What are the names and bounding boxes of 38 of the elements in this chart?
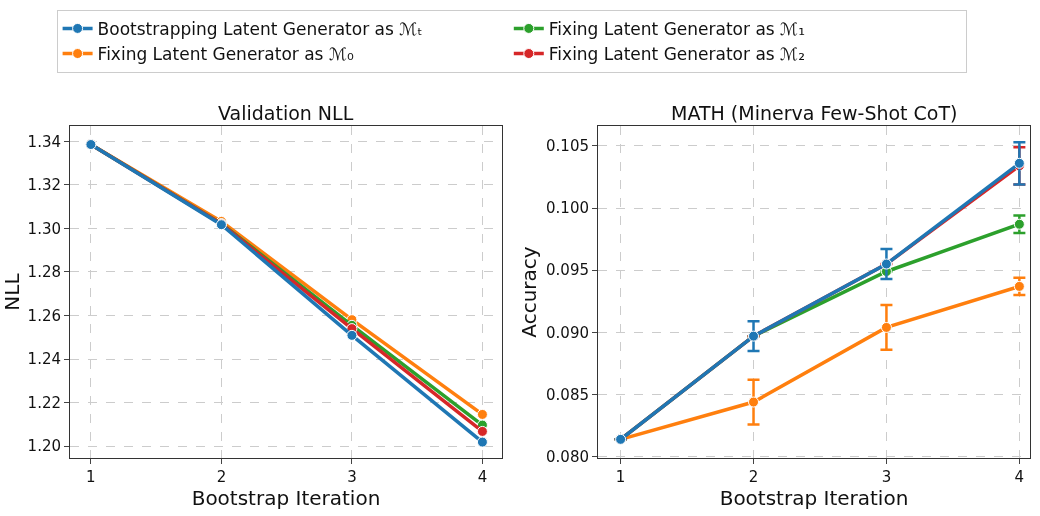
y-tick-label: 1.34: [27, 132, 61, 151]
point: [748, 396, 760, 408]
x-tick-label: 1: [615, 468, 626, 486]
y-tick-label: 1.26: [27, 306, 61, 325]
y-tick-label: 1.24: [27, 350, 61, 369]
point: [346, 329, 358, 341]
legend-label: Fixing Latent Generator as ℳ₀: [97, 44, 355, 65]
y-tick-label: 0.100: [546, 199, 589, 218]
x-tick-label: 2: [216, 468, 227, 486]
x-tick-label: 3: [881, 468, 892, 486]
y-tick-label: 1.22: [27, 393, 61, 412]
point: [476, 436, 488, 448]
y-tick-label: 0.090: [546, 323, 589, 342]
y-axis-title: Accuracy: [516, 246, 541, 338]
x-tick-label: 3: [347, 468, 357, 486]
x-tick-label: 4: [1014, 468, 1025, 486]
legend-label: Fixing Latent Generator as ℳ₁: [548, 19, 806, 40]
y-tick-label: 0.085: [546, 385, 589, 404]
point: [476, 408, 488, 420]
y-tick-label: 1.20: [27, 437, 61, 456]
y-tick-label: 0.095: [546, 261, 589, 280]
legend-label: Bootstrapping Latent Generator as ℳₜ: [97, 19, 423, 40]
legend-label: Fixing Latent Generator as ℳ₂: [548, 44, 806, 65]
y-tick-label: 0.105: [546, 137, 589, 156]
x-tick-label: 4: [477, 468, 488, 486]
point: [476, 425, 488, 437]
chart-title: MATH (Minerva Few-Shot CoT): [671, 102, 958, 124]
point: [880, 321, 892, 333]
chart-title: Validation NLL: [218, 102, 354, 124]
x-tick-label: 2: [748, 468, 759, 486]
x-axis-title: Bootstrap Iteration: [719, 486, 909, 510]
x-axis-title: Bootstrap Iteration: [191, 486, 381, 510]
y-tick-label: 1.28: [27, 263, 61, 282]
y-axis-title: NLL: [0, 272, 24, 311]
y-tick-label: 1.32: [27, 176, 61, 195]
y-tick-label: 0.080: [546, 448, 589, 467]
y-tick-label: 1.30: [27, 219, 61, 238]
x-tick-label: 1: [86, 468, 96, 486]
